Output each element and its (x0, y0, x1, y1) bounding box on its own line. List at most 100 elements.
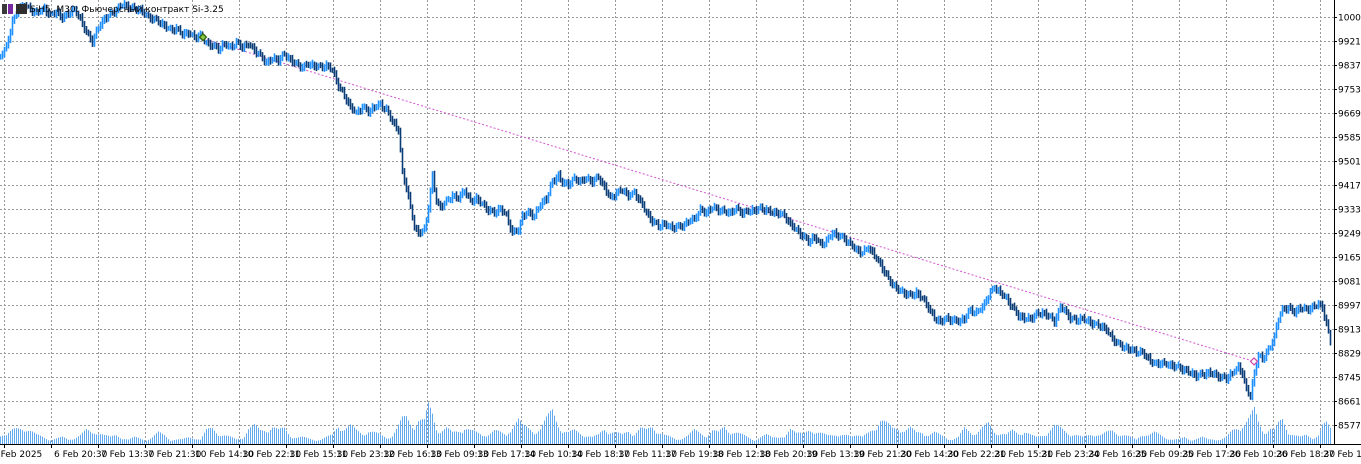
volume-bar (520, 420, 521, 444)
time-tick-label: 25 Feb 09:30 (1135, 450, 1194, 460)
volume-bar (616, 432, 617, 444)
volume-bar (278, 429, 279, 444)
volume-bar (30, 430, 31, 444)
volume-bar (1252, 410, 1253, 444)
volume-bar (302, 436, 303, 444)
volume-bar (854, 435, 855, 444)
volume-bar (1330, 427, 1331, 444)
volume-bar (1080, 435, 1081, 444)
volume-bar (32, 431, 33, 444)
volume-bar (586, 436, 587, 444)
volume-bar (406, 416, 407, 444)
volume-bar (1224, 437, 1225, 444)
price-tick-label: 92495 (1338, 230, 1361, 240)
volume-bar (916, 432, 917, 444)
price-tick-label: 95015 (1338, 158, 1361, 168)
volume-bar (1130, 436, 1131, 444)
volume-bar (666, 435, 667, 444)
volume-bar (220, 436, 221, 444)
volume-bar (398, 424, 399, 444)
volume-bar (160, 432, 161, 444)
volume-bar (622, 434, 623, 444)
trendline-anchor-end[interactable] (1249, 357, 1259, 366)
volume-bar (530, 430, 531, 444)
volume-bar (636, 432, 637, 444)
volume-bar (210, 427, 211, 444)
volume-bar (1010, 430, 1011, 444)
price-axis[interactable]: 100055 99215 98375 97535 96695 95855 95015 9417… (1334, 14, 1361, 432)
volume-bar (1248, 418, 1249, 444)
volume-bar (584, 437, 585, 444)
volume-bar (1100, 435, 1101, 444)
volume-bar (926, 435, 927, 444)
volume-bar (598, 434, 599, 444)
volume-bar (1272, 428, 1273, 444)
volume-bar (632, 435, 633, 444)
volume-bar (760, 437, 761, 444)
volume-bar (462, 432, 463, 444)
volume-bar (676, 439, 677, 444)
volume-bar (326, 436, 327, 444)
volume-bar (290, 437, 291, 444)
time-axis[interactable]: 5 Feb 2025 6 Feb 20:307 Feb 13:307 Feb 21… (0, 444, 1361, 460)
axes (0, 0, 1361, 445)
volume-bar (1086, 435, 1087, 444)
volume-bar (490, 433, 491, 444)
volume-bar (202, 436, 203, 444)
volume-bar (930, 434, 931, 444)
volume-bar (484, 436, 485, 444)
volume-bar (1300, 436, 1301, 444)
volume-bar (74, 439, 75, 444)
volume-bar (124, 439, 125, 444)
volume-bar (66, 438, 67, 444)
volume-bar (28, 430, 29, 444)
volume-bar (974, 435, 975, 444)
volume-bar (900, 432, 901, 444)
trendline-layer[interactable] (202, 38, 1255, 362)
volume-bar (44, 437, 45, 444)
volume-bar (542, 424, 543, 444)
volume-bar (664, 434, 665, 444)
volume-bar (920, 432, 921, 444)
volume-bar (50, 440, 51, 444)
volume-bar (1042, 436, 1043, 444)
volume-bar (58, 437, 59, 444)
volume-bar (744, 435, 745, 444)
volume-bar (180, 439, 181, 444)
volume-bar (498, 430, 499, 444)
time-tick-label: 7 Feb 13:30 (101, 450, 155, 460)
volume-bar (776, 437, 777, 444)
volume-bar (950, 439, 951, 444)
volume-bar (412, 428, 413, 444)
volume-bar (1012, 429, 1013, 444)
volume-bar (1228, 434, 1229, 444)
volume-bar (432, 413, 433, 444)
volume-bar (308, 438, 309, 444)
volume-bar (1314, 438, 1315, 444)
volume-bar (170, 440, 171, 444)
volume-bar (142, 439, 143, 444)
markers[interactable] (198, 32, 1259, 366)
volume-bar (452, 431, 453, 444)
volume-bar (580, 434, 581, 444)
volume-bar (146, 440, 147, 444)
volume-bar (140, 438, 141, 444)
volume-bar (226, 435, 227, 444)
volume-bar (712, 430, 713, 444)
trendline-anchor-start[interactable] (198, 32, 208, 42)
volume-bar (486, 436, 487, 444)
volume-bar (338, 427, 339, 444)
volume-bar (778, 437, 779, 444)
volume-bar (426, 410, 427, 444)
volume-bar (684, 437, 685, 444)
price-tick-label: 100055 (1338, 14, 1361, 24)
volume-bar (690, 432, 691, 444)
volume-bar (372, 431, 373, 444)
volume-bar (342, 430, 343, 444)
trendline[interactable] (202, 38, 1255, 362)
volume-bar (356, 429, 357, 444)
volume-bar (848, 435, 849, 444)
volume-bar (320, 440, 321, 444)
